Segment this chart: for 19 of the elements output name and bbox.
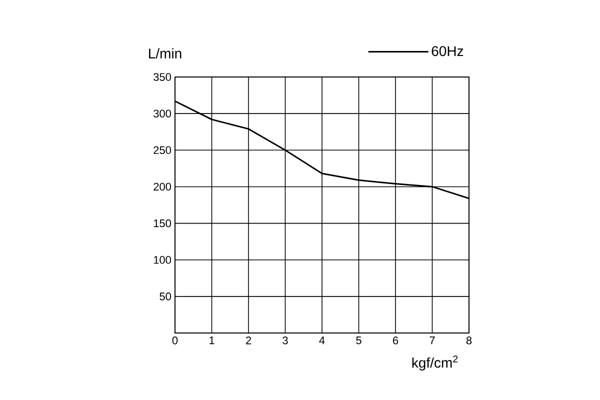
y-axis-title: L/min	[149, 48, 182, 58]
y-tick-label: 200	[154, 182, 172, 191]
y-tick-label: 100	[154, 256, 172, 264]
y-tick-label: 350	[154, 73, 172, 81]
y-tick-label: 300	[154, 110, 172, 118]
x-tick-label: 2	[246, 336, 252, 344]
x-tick-label: 4	[319, 336, 325, 344]
x-axis-title: kgf/cm$^{2}$	[412, 356, 458, 371]
x-tick-label: 7	[430, 336, 435, 344]
x-tick-label: 5	[356, 336, 362, 344]
x-tick-label: 0	[172, 336, 178, 344]
legend-label: 60Hz	[432, 46, 464, 56]
x-tick-label: 1	[210, 336, 214, 344]
x-tick-label: 3	[282, 336, 288, 344]
y-tick-label: 150	[154, 219, 172, 228]
y-tick-label: 250	[154, 146, 172, 154]
y-tick-label: 50	[160, 292, 172, 300]
x-tick-label: 6	[393, 336, 398, 344]
x-tick-label: 8	[466, 336, 472, 344]
